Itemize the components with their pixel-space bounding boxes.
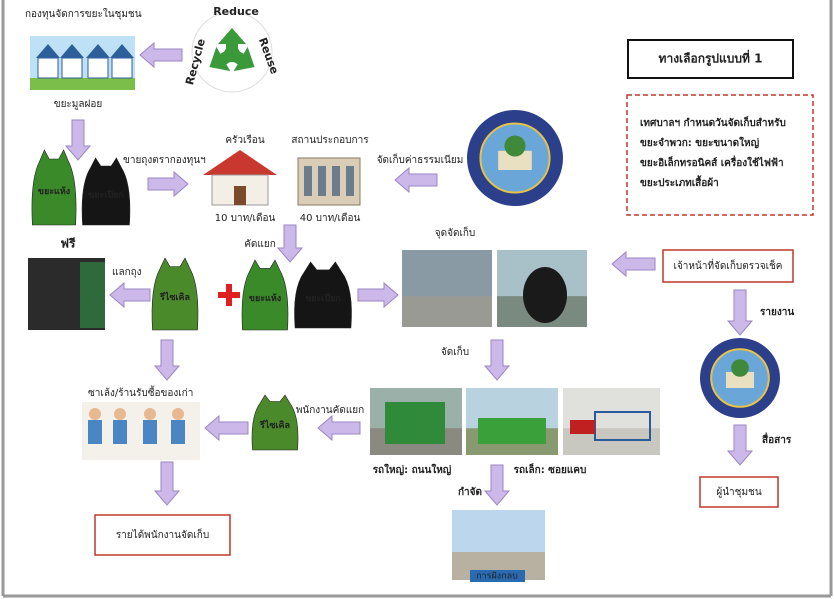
free-label: ฟรี xyxy=(61,237,76,251)
person-head xyxy=(89,408,101,420)
house-wall xyxy=(88,58,108,78)
step-label: จัดเก็บค่าธรรมเนียม xyxy=(377,152,464,166)
arrow xyxy=(728,290,752,335)
bag-label: รีไซเคิล xyxy=(259,419,290,431)
logo-text: Reduce xyxy=(213,5,259,18)
bag-label: ขยะแห้ง xyxy=(249,293,281,304)
leader-box-text: ผู้นำชุมชน xyxy=(716,486,761,498)
truck xyxy=(478,418,546,444)
arrow xyxy=(485,340,509,380)
notice-line: ขยะอิเล็กทรอนิคส์ เครื่องใช้ไฟฟ้า xyxy=(640,155,784,169)
building-window xyxy=(318,166,326,196)
notice-box xyxy=(627,95,813,215)
person-head xyxy=(144,408,156,420)
diagram: กองทุนจัดการขยะในชุมชนขยะมูลฝอยReduceReu… xyxy=(0,0,834,599)
notice-line: เทศบาลฯ กำหนดวันจัดเก็บสำหรับ xyxy=(640,115,786,129)
arrow xyxy=(155,462,179,505)
arrow xyxy=(110,283,150,307)
building-window xyxy=(304,166,312,196)
arrow xyxy=(318,416,360,440)
truck xyxy=(385,402,445,444)
bag-label: รีไซเคิล xyxy=(159,291,190,303)
option-title-text: ทางเลือกรูปแบบที่ 1 xyxy=(659,50,763,67)
house-roof xyxy=(203,150,277,175)
house-wall xyxy=(62,58,82,78)
step-label: ซาเล้ง/ร้านรับซื้อของเก่า xyxy=(88,385,193,399)
bag-label: ขยะแห้ง xyxy=(38,186,70,197)
person-body xyxy=(171,420,185,444)
arrow xyxy=(278,225,302,262)
person-head xyxy=(172,408,184,420)
step-label: กำจัด xyxy=(458,486,482,498)
bin-bags-green xyxy=(80,262,105,328)
plus xyxy=(218,284,240,306)
arrow xyxy=(140,43,182,67)
person-head xyxy=(114,408,126,420)
photo-bag xyxy=(523,267,567,323)
income-box-text: รายได้พนักงานจัดเก็บ xyxy=(116,527,209,541)
notice-line: ขยะประเภทเสื้อผ้า xyxy=(640,175,719,189)
truck-label: รถใหญ่: ถนนใหญ่ xyxy=(373,463,452,476)
fee-label: 10 บาท/เดือน xyxy=(215,212,276,224)
step-label: จุดจัดเก็บ xyxy=(435,225,476,239)
houses-grass xyxy=(30,78,135,90)
step-label: ขายถุงตรากองทุนฯ xyxy=(123,155,206,166)
step-label: สื่อสาร xyxy=(762,432,792,446)
inspector-box-text: เจ้าหน้าที่จัดเก็บตรวจเช็ค xyxy=(674,258,783,272)
bag-label: ขยะเปียก xyxy=(305,293,341,304)
building-window xyxy=(346,166,354,196)
seal-tree xyxy=(731,359,749,377)
house-door xyxy=(234,186,246,205)
arrow xyxy=(485,465,509,505)
arrow xyxy=(612,252,655,276)
arrow xyxy=(205,416,248,440)
arrow xyxy=(155,340,179,380)
arrow xyxy=(358,283,398,307)
landfill-caption: การฝังกลบ xyxy=(476,572,518,582)
person-body xyxy=(88,420,102,444)
fee-label: 40 บาท/เดือน xyxy=(300,212,361,224)
notice-line: ขยะจำพวก: ขยะขนาดใหญ่ xyxy=(640,136,760,149)
step-label: ขยะมูลฝอย xyxy=(54,99,103,110)
motorbike xyxy=(570,420,595,434)
bag-label: ขยะเปียก xyxy=(88,189,124,200)
step-label: จัดเก็บ xyxy=(441,344,469,358)
truck-label: รถเล็ก: ซอยแคบ xyxy=(514,462,587,476)
collection-photo-ground xyxy=(402,296,492,327)
step-label: สถานประกอบการ xyxy=(291,135,369,146)
building-window xyxy=(332,166,340,196)
fund-title: กองทุนจัดการขยะในชุมชน xyxy=(25,8,142,20)
house-wall xyxy=(38,58,58,78)
arrow xyxy=(66,120,90,160)
step-label: ครัวเรือน xyxy=(225,134,264,146)
arrow xyxy=(395,168,437,192)
person-body xyxy=(143,420,157,444)
seal-tree xyxy=(504,135,525,156)
house-wall xyxy=(112,58,132,78)
arrow xyxy=(148,172,188,196)
person-body xyxy=(113,420,127,444)
step-label: รายงาน xyxy=(760,307,794,318)
step-label: คัดแยก xyxy=(244,239,276,250)
arrow xyxy=(728,425,752,465)
step-label: แลกถุง xyxy=(112,267,142,278)
step-label: พนักงานคัดแยก xyxy=(296,405,364,416)
